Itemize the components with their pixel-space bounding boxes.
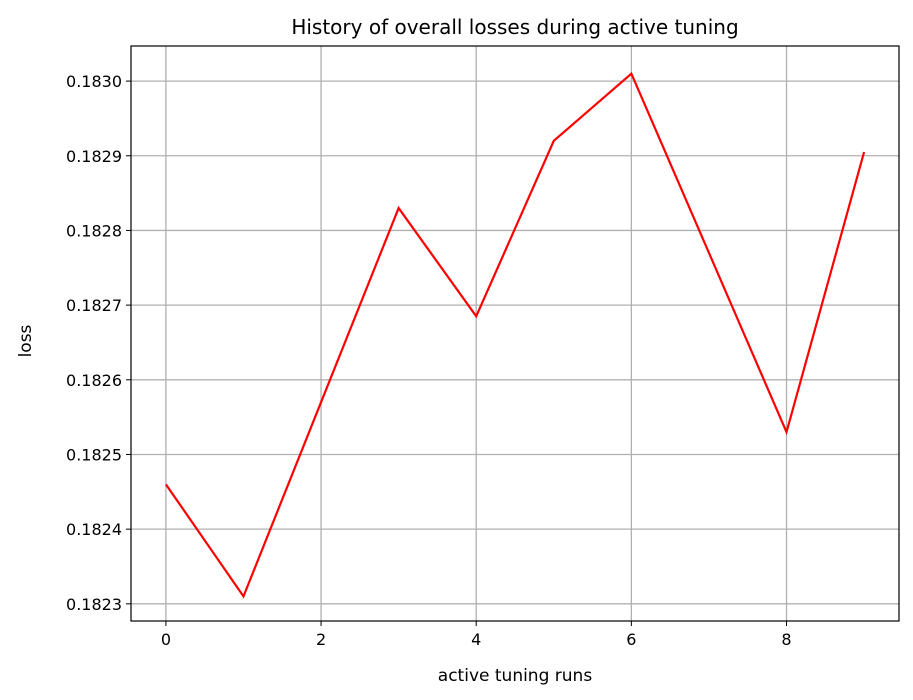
chart-title: History of overall losses during active … <box>291 15 738 39</box>
y-tick-label: 0.1829 <box>66 147 122 166</box>
loss-series-line <box>165 71 866 599</box>
x-tick-label: 8 <box>781 630 791 649</box>
x-tick-label: 0 <box>161 630 171 649</box>
x-tick-label: 2 <box>316 630 326 649</box>
y-tick-label: 0.1830 <box>66 72 122 91</box>
x-tick-label: 4 <box>471 630 481 649</box>
y-tick-label: 0.1827 <box>66 296 122 315</box>
ticks: 0 2 4 6 8 0.1823 0.1824 0.1825 0.1826 0.1827 0.182… <box>66 72 792 649</box>
y-tick-label: 0.1823 <box>66 595 122 614</box>
series-layer <box>165 71 866 599</box>
y-tick-label: 0.1824 <box>66 520 122 539</box>
plot-frame <box>130 45 900 622</box>
y-tick-label: 0.1826 <box>66 371 122 390</box>
y-tick-label: 0.1825 <box>66 445 122 464</box>
x-axis-label: active tuning runs <box>438 666 593 686</box>
y-axis-label: loss <box>16 324 36 357</box>
y-tick-label: 0.1828 <box>66 221 122 240</box>
x-tick-label: 6 <box>626 630 636 649</box>
grid <box>131 46 899 621</box>
